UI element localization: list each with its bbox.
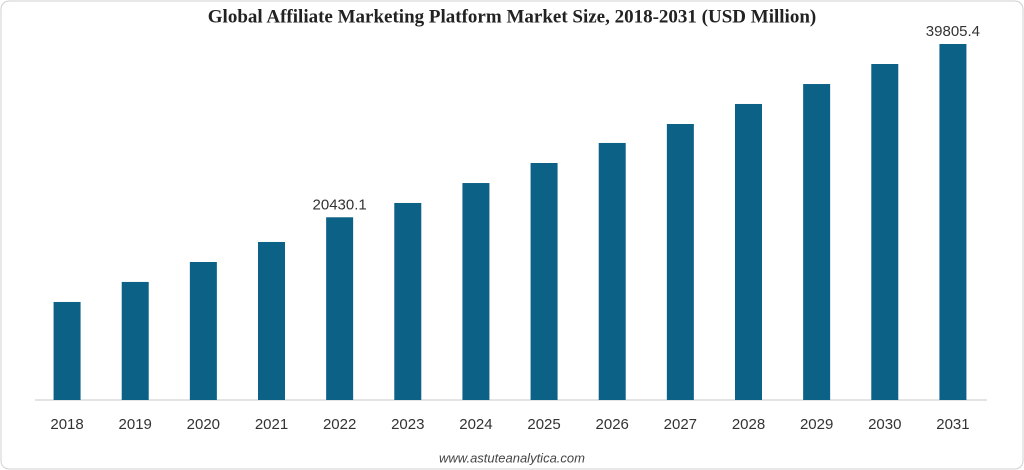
x-tick-label: 2024 xyxy=(459,416,492,433)
x-tick-label: 2023 xyxy=(391,416,424,433)
source: www.astuteanalytica.com xyxy=(439,450,585,465)
x-tick-label: 2028 xyxy=(732,416,765,433)
bar xyxy=(530,162,558,400)
bar xyxy=(189,262,217,400)
bar xyxy=(394,202,422,400)
x-tick-label: 2029 xyxy=(800,416,833,433)
x-tick-label: 2018 xyxy=(50,416,83,433)
x-tick-label: 2022 xyxy=(323,416,356,433)
bar xyxy=(871,63,899,401)
value-label: 39805.4 xyxy=(926,23,980,40)
bar xyxy=(735,103,762,400)
x-tick-label: 2025 xyxy=(527,416,560,433)
bar xyxy=(326,217,354,400)
bar xyxy=(803,84,831,400)
x-tick-label: 2027 xyxy=(664,416,697,433)
bar xyxy=(666,124,694,401)
bar xyxy=(121,281,149,400)
x-tick-label: 2026 xyxy=(596,416,629,433)
chart-title: Global Affiliate Marketing Platform Mark… xyxy=(208,6,816,27)
x-tick-label: 2030 xyxy=(868,416,901,433)
bar xyxy=(53,301,81,400)
x-tick-label: 2031 xyxy=(936,416,969,433)
x-tick-label: 2020 xyxy=(187,416,220,433)
x-tick-label: 2019 xyxy=(119,416,152,433)
bar xyxy=(939,44,967,400)
value-label: 20430.1 xyxy=(313,196,367,213)
bar xyxy=(598,142,626,401)
x-tick-label: 2021 xyxy=(255,416,288,433)
bar xyxy=(462,183,490,400)
bar xyxy=(258,241,285,400)
